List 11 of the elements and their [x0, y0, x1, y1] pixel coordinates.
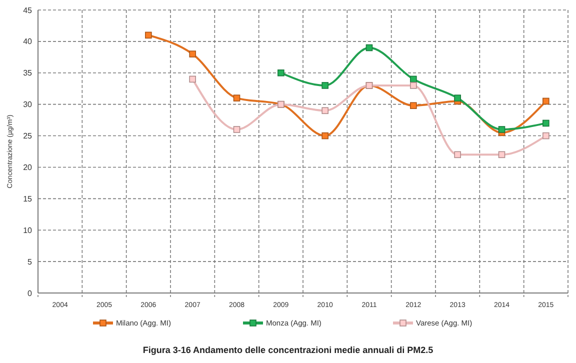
y-tick-label: 40 [23, 37, 33, 46]
y-tick-label: 0 [28, 288, 33, 298]
y-tick-label: 45 [23, 6, 33, 15]
y-tick-label: 35 [23, 68, 33, 78]
y-tick-label: 10 [23, 226, 33, 235]
y-tick-label: 30 [23, 100, 33, 110]
y-tick-label: 15 [23, 194, 33, 204]
y-tick-label: 25 [23, 132, 33, 141]
y-tick-label: 5 [28, 257, 33, 266]
text: Figura 3-16 Andamento delle concentrazioni medie annuali di PM2.5 [142, 345, 434, 355]
y-tick-label: 20 [23, 163, 33, 172]
